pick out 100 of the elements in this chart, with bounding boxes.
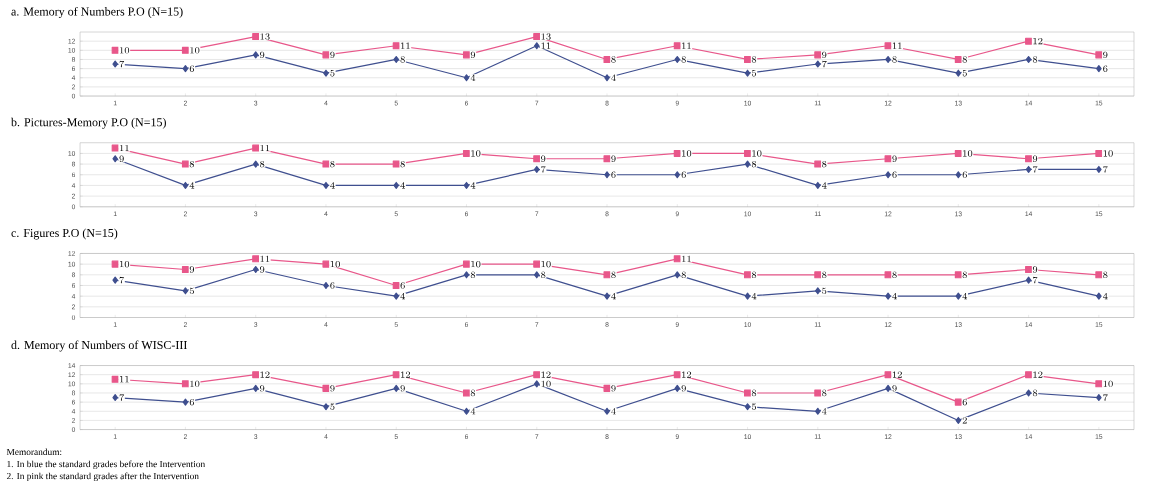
point (1025, 371, 1033, 379)
data-label: 13 (260, 33, 270, 40)
data-label: 10 (471, 260, 481, 268)
point (673, 42, 681, 50)
data-label: 8 (541, 271, 546, 278)
point (954, 55, 962, 63)
point (815, 287, 821, 295)
data-label: 8 (470, 389, 476, 397)
point (252, 160, 259, 168)
point (673, 371, 681, 379)
point (112, 155, 118, 163)
data-label: 11 (260, 255, 270, 262)
data-label: 12 (260, 371, 270, 378)
point (885, 292, 891, 300)
point (182, 64, 189, 72)
data-label: 10 (120, 260, 130, 268)
point (1095, 149, 1103, 157)
point (462, 149, 471, 157)
point (1025, 389, 1032, 397)
data-label: 9 (330, 385, 335, 392)
point (462, 389, 471, 397)
data-label: 4 (400, 292, 405, 300)
data-label: 4 (470, 74, 476, 81)
point (322, 260, 330, 268)
data-label: 5 (751, 69, 757, 77)
data-label: 10 (120, 46, 130, 54)
point (884, 271, 892, 279)
point (814, 389, 822, 397)
point (1096, 64, 1102, 72)
data-label: 6 (611, 171, 616, 178)
data-label: 8 (470, 271, 476, 278)
point (1096, 393, 1102, 401)
data-label: 8 (611, 271, 616, 278)
point (252, 371, 260, 379)
data-label: 4 (962, 292, 968, 300)
point (603, 271, 611, 279)
point (955, 69, 962, 77)
point (604, 407, 610, 415)
point (393, 292, 400, 300)
point (1025, 165, 1032, 173)
data-label: 4 (470, 182, 476, 189)
data-label: 8 (822, 271, 827, 278)
data-label: 9 (260, 385, 265, 392)
point (252, 255, 260, 263)
data-label: 9 (260, 266, 265, 273)
data-label: 9 (400, 385, 405, 392)
point (815, 181, 821, 189)
data-label: 11 (120, 144, 129, 151)
point (252, 265, 259, 273)
point (954, 271, 962, 279)
point (181, 46, 189, 54)
data-label: 4 (470, 407, 476, 415)
data-label: 10 (541, 260, 551, 268)
data-label: 11 (541, 42, 551, 49)
data-label: 7 (1103, 166, 1108, 173)
data-label: 8 (822, 160, 827, 168)
point (533, 42, 540, 50)
point (1095, 51, 1103, 59)
data-label: 8 (400, 160, 405, 168)
chart-title: c. Figures P.O (N=15) (11, 228, 118, 240)
point (955, 416, 962, 424)
chart-title: a. Memory of Numbers P.O (N=15) (11, 6, 183, 18)
point (533, 371, 541, 379)
data-label: 10 (963, 150, 973, 157)
point (674, 171, 681, 179)
data-label: 6 (400, 282, 405, 289)
data-label: 11 (260, 144, 270, 151)
point (815, 407, 821, 415)
point (252, 144, 260, 152)
point (181, 380, 189, 388)
point (603, 55, 611, 63)
data-label: 8 (962, 271, 967, 278)
data-label: 10 (471, 150, 481, 157)
data-label: 9 (119, 155, 124, 162)
point (182, 287, 189, 295)
point (674, 384, 681, 392)
point (885, 384, 891, 392)
data-label: 9 (892, 155, 897, 162)
point (533, 155, 541, 163)
data-label: 7 (541, 166, 546, 173)
data-label: 6 (1103, 65, 1108, 72)
data-label: 8 (1103, 271, 1108, 278)
point (393, 55, 400, 63)
data-label: 4 (1103, 292, 1108, 300)
data-label: 4 (751, 292, 757, 300)
data-label: 8 (962, 56, 967, 63)
point (954, 398, 962, 406)
data-label: 6 (962, 398, 967, 406)
data-label: 12 (401, 371, 411, 378)
data-label: 4 (821, 407, 827, 415)
data-label: 7 (119, 394, 125, 401)
point (323, 69, 329, 77)
data-label: 12 (682, 371, 692, 378)
point (392, 371, 400, 379)
data-label: 10 (1103, 150, 1113, 157)
point (392, 281, 400, 289)
data-label: 8 (330, 160, 335, 168)
data-label: 6 (681, 171, 686, 178)
data-label: 9 (611, 385, 616, 392)
point (111, 144, 119, 152)
